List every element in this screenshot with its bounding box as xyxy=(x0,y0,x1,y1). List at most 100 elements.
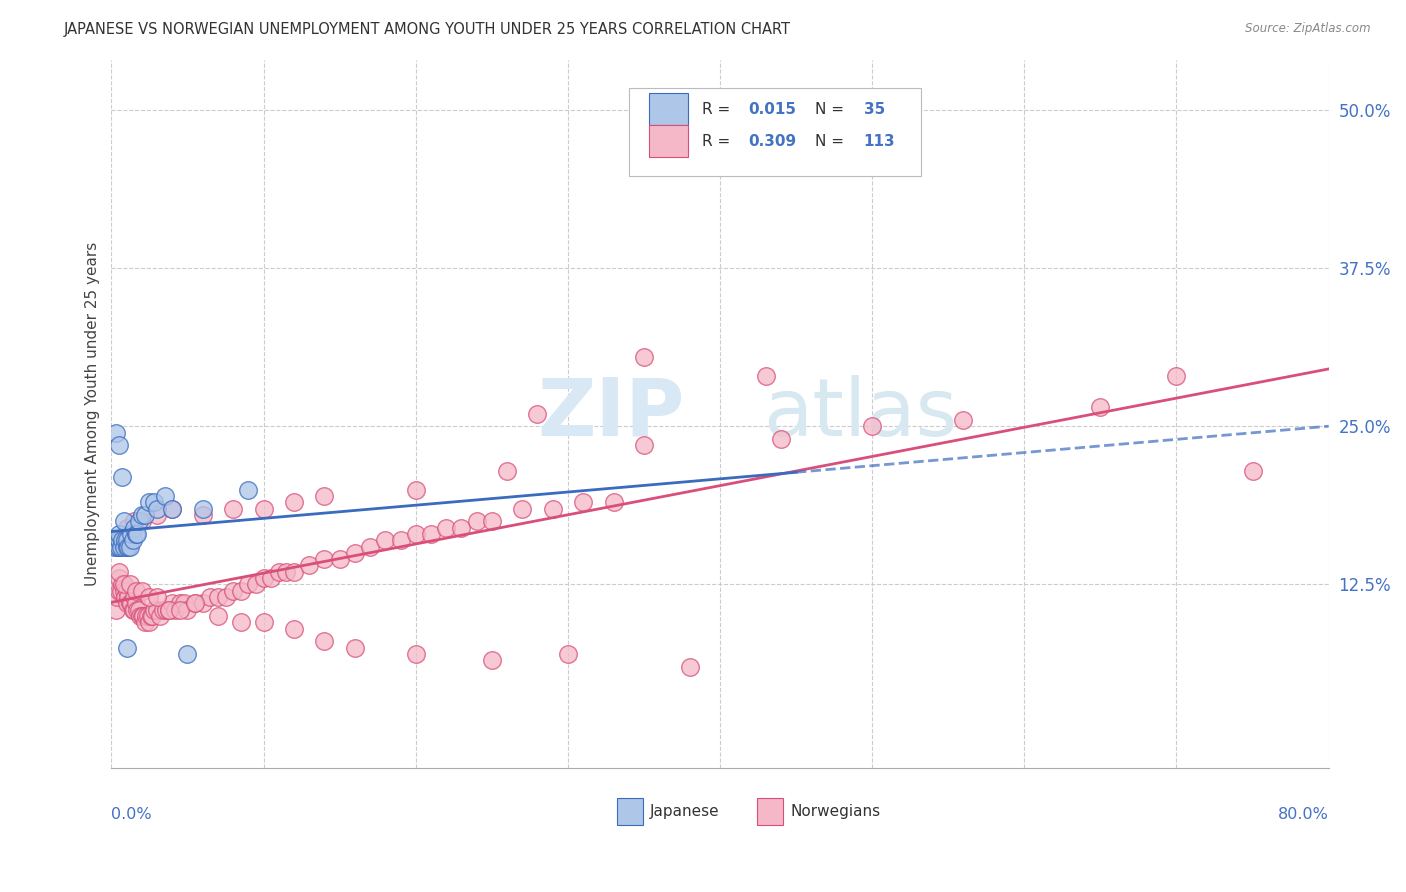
Point xyxy=(107,590,129,604)
Point xyxy=(678,659,700,673)
Point xyxy=(602,495,624,509)
Point xyxy=(108,527,131,541)
Point xyxy=(120,527,142,541)
Point xyxy=(283,495,305,509)
Point xyxy=(162,596,184,610)
Text: Norwegians: Norwegians xyxy=(790,805,880,819)
Point xyxy=(755,368,778,383)
Point xyxy=(389,533,412,548)
Point xyxy=(129,609,152,624)
Point xyxy=(120,596,142,610)
Text: atlas: atlas xyxy=(762,375,957,453)
Bar xyxy=(617,798,644,825)
Point xyxy=(121,533,143,548)
Point xyxy=(374,533,396,548)
Text: Source: ZipAtlas.com: Source: ZipAtlas.com xyxy=(1246,22,1371,36)
Point xyxy=(314,552,336,566)
Point xyxy=(146,501,169,516)
Bar xyxy=(756,798,783,825)
Point xyxy=(252,501,274,516)
Point xyxy=(143,495,166,509)
Point xyxy=(108,565,131,579)
Point xyxy=(359,540,381,554)
Point xyxy=(114,590,136,604)
Point xyxy=(200,590,222,604)
Point xyxy=(108,438,131,452)
Point xyxy=(419,527,441,541)
Point xyxy=(152,603,174,617)
Point xyxy=(134,508,156,522)
Point xyxy=(122,603,145,617)
Point xyxy=(138,590,160,604)
Point xyxy=(122,520,145,534)
Text: N =: N = xyxy=(815,102,849,117)
Point xyxy=(107,540,129,554)
Point xyxy=(108,540,131,554)
Point xyxy=(111,470,134,484)
Point xyxy=(115,583,138,598)
Point xyxy=(104,425,127,440)
Point xyxy=(112,577,135,591)
Point xyxy=(276,565,298,579)
Point xyxy=(157,603,180,617)
Point xyxy=(229,583,252,598)
Point xyxy=(191,596,214,610)
Text: 0.0%: 0.0% xyxy=(111,806,152,822)
Point xyxy=(252,615,274,630)
Point xyxy=(128,514,150,528)
Point xyxy=(110,540,132,554)
Point xyxy=(184,596,207,610)
Point xyxy=(1241,464,1264,478)
Point xyxy=(769,432,792,446)
Point xyxy=(169,603,191,617)
Point xyxy=(110,583,132,598)
Point xyxy=(114,533,136,548)
Point xyxy=(103,540,125,554)
Point xyxy=(329,552,352,566)
Text: JAPANESE VS NORWEGIAN UNEMPLOYMENT AMONG YOUTH UNDER 25 YEARS CORRELATION CHART: JAPANESE VS NORWEGIAN UNEMPLOYMENT AMONG… xyxy=(63,22,790,37)
Point xyxy=(111,577,134,591)
Point xyxy=(108,583,131,598)
Point xyxy=(952,413,974,427)
Point xyxy=(176,603,198,617)
Point xyxy=(860,419,883,434)
Point xyxy=(162,501,184,516)
Point xyxy=(131,508,153,522)
Point xyxy=(118,596,141,610)
Point xyxy=(405,483,427,497)
Point xyxy=(153,489,176,503)
Bar xyxy=(650,94,689,125)
Point xyxy=(314,489,336,503)
Bar xyxy=(650,125,689,157)
Point xyxy=(128,603,150,617)
Point xyxy=(222,583,245,598)
Text: 113: 113 xyxy=(863,134,896,149)
Point xyxy=(131,583,153,598)
Point xyxy=(526,407,548,421)
Point xyxy=(115,596,138,610)
Point xyxy=(465,514,488,528)
Point xyxy=(191,508,214,522)
Point xyxy=(162,501,184,516)
Point xyxy=(245,577,267,591)
Point xyxy=(131,514,153,528)
Point xyxy=(405,527,427,541)
Point xyxy=(314,634,336,648)
Point xyxy=(343,640,366,655)
Point xyxy=(136,609,159,624)
Point xyxy=(115,640,138,655)
Point xyxy=(108,533,131,548)
Point xyxy=(104,603,127,617)
Point xyxy=(541,501,564,516)
Point xyxy=(143,603,166,617)
Point xyxy=(104,533,127,548)
Point xyxy=(184,596,207,610)
Point xyxy=(122,590,145,604)
Point xyxy=(146,603,169,617)
Point xyxy=(139,609,162,624)
Point xyxy=(165,603,187,617)
Point xyxy=(155,603,177,617)
Point xyxy=(267,565,290,579)
Point xyxy=(252,571,274,585)
Text: 80.0%: 80.0% xyxy=(1278,806,1329,822)
